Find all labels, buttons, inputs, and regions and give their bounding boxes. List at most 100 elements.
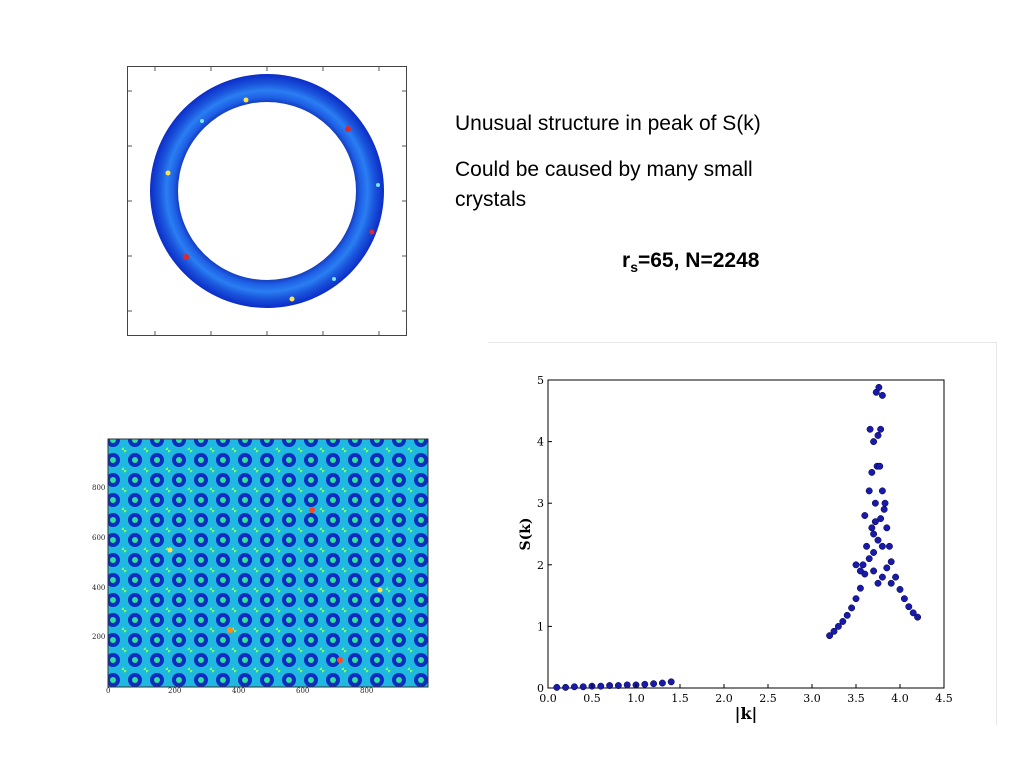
data-point xyxy=(883,564,891,572)
data-point xyxy=(883,524,891,532)
x-tick-label: 1.5 xyxy=(671,692,689,705)
x-tick-label: 0.0 xyxy=(539,692,557,705)
data-point xyxy=(878,391,886,399)
data-point xyxy=(570,683,578,691)
data-point xyxy=(914,613,922,621)
data-point xyxy=(878,573,886,581)
data-point xyxy=(878,487,886,495)
density-x-tick-200: 200 xyxy=(168,687,181,695)
data-point xyxy=(667,678,675,686)
data-point xyxy=(868,524,876,532)
y-tick-label: 1 xyxy=(537,620,544,633)
data-point xyxy=(900,595,908,603)
data-point xyxy=(885,542,893,550)
data-point xyxy=(874,431,882,439)
data-point xyxy=(650,680,658,688)
x-tick-label: 2.5 xyxy=(759,692,777,705)
data-point xyxy=(641,680,649,688)
data-point xyxy=(863,542,871,550)
structure-factor-ring-plot xyxy=(127,66,407,336)
plot-frame xyxy=(547,379,945,689)
data-point xyxy=(848,604,856,612)
data-point xyxy=(856,584,864,592)
y-axis-label: S(k) xyxy=(518,517,534,550)
x-tick-label: 3.0 xyxy=(803,692,821,705)
y-axis-ticks: 0 1 2 3 4 5 xyxy=(537,374,552,695)
data-point xyxy=(877,425,885,433)
x-tick-label: 0.5 xyxy=(583,692,601,705)
ring-inner xyxy=(178,102,356,280)
data-points xyxy=(553,383,922,691)
density-y-tick-200: 200 xyxy=(92,633,105,641)
density-map-svg: 0 200 400 600 800 800 600 400 200 xyxy=(92,438,429,695)
x-axis-label: |k| xyxy=(735,704,758,723)
data-point xyxy=(852,595,860,603)
data-point xyxy=(843,611,851,619)
y-tick-label: 2 xyxy=(537,559,544,572)
data-point xyxy=(839,618,847,625)
data-point xyxy=(880,505,888,513)
data-point xyxy=(579,683,587,691)
data-point xyxy=(830,627,838,635)
data-point xyxy=(874,579,882,587)
data-point xyxy=(826,632,834,640)
density-map-image xyxy=(107,438,429,688)
sk-scatter-panel: 0.0 0.5 1.0 1.5 2.0 2.5 3.0 3.5 4.0 4.5 0 1 2 3 4 5 |k… xyxy=(488,342,997,725)
x-tick-label: 4.5 xyxy=(935,692,953,705)
param-values: =65, N=2248 xyxy=(637,249,760,272)
data-point xyxy=(614,682,622,689)
caption-line-2b: crystals xyxy=(455,188,527,211)
data-point xyxy=(623,681,631,689)
ring-svg xyxy=(128,67,406,335)
data-point xyxy=(876,462,884,470)
density-map-panel: 0 200 400 600 800 800 600 400 200 xyxy=(80,430,440,700)
density-x-tick-400: 400 xyxy=(232,687,245,695)
y-tick-label: 5 xyxy=(537,374,544,387)
y-tick-label: 4 xyxy=(537,436,544,449)
x-tick-label: 4.0 xyxy=(891,692,909,705)
data-point xyxy=(877,515,885,523)
density-y-tick-800: 800 xyxy=(92,484,105,492)
ring-hotspots xyxy=(165,97,380,302)
data-point xyxy=(553,683,561,691)
parameters-label: rs=65, N=2248 xyxy=(622,249,759,275)
density-x-tick-0: 0 xyxy=(106,687,110,695)
data-point xyxy=(896,585,904,593)
data-point xyxy=(868,468,876,476)
data-point xyxy=(834,622,842,630)
data-point xyxy=(658,679,666,687)
caption-line-1: Unusual structure in peak of S(k) xyxy=(455,112,761,135)
data-point xyxy=(909,609,917,617)
data-point xyxy=(870,567,878,575)
density-y-tick-600: 600 xyxy=(92,534,105,542)
data-point xyxy=(606,682,614,689)
data-point xyxy=(597,682,605,690)
x-axis-ticks: 0.0 0.5 1.0 1.5 2.0 2.5 3.0 3.5 4.0 4.5 xyxy=(539,684,953,705)
data-point xyxy=(905,603,913,611)
data-point xyxy=(852,561,860,569)
x-tick-label: 1.0 xyxy=(627,692,645,705)
param-r: r xyxy=(622,249,631,272)
data-point xyxy=(875,383,883,391)
x-tick-label: 3.5 xyxy=(847,692,865,705)
density-x-tick-600: 600 xyxy=(296,687,309,695)
data-point xyxy=(562,683,570,691)
data-point xyxy=(881,499,889,507)
data-point xyxy=(887,558,895,566)
data-point xyxy=(870,530,878,538)
param-r-subscript: s xyxy=(630,259,638,276)
data-point xyxy=(871,499,879,507)
density-x-tick-800: 800 xyxy=(360,687,373,695)
data-point xyxy=(859,561,867,569)
sk-scatter-chart: 0.0 0.5 1.0 1.5 2.0 2.5 3.0 3.5 4.0 4.5 0 1 2 3 4 5 |k… xyxy=(518,374,953,723)
density-hotspots xyxy=(167,507,383,663)
data-point xyxy=(861,512,869,519)
data-point xyxy=(865,487,873,495)
data-point xyxy=(892,573,900,581)
x-tick-label: 2.0 xyxy=(715,692,733,705)
data-point xyxy=(870,438,878,446)
ring-ticks xyxy=(128,67,406,335)
data-point xyxy=(866,425,874,433)
data-point xyxy=(870,549,878,556)
data-point xyxy=(865,555,873,563)
